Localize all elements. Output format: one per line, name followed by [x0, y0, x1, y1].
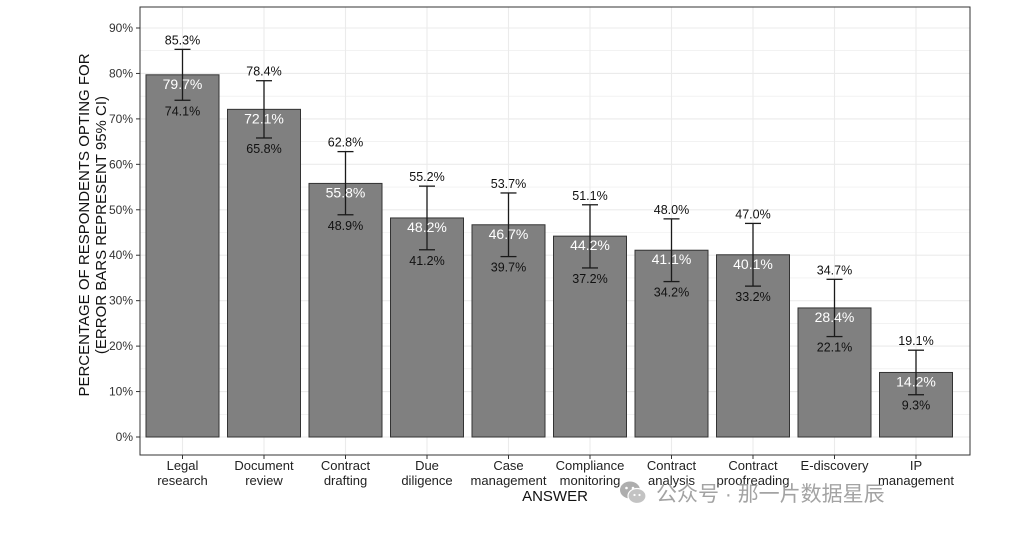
ci-high-label: 85.3% [165, 33, 200, 47]
y-tick-label: 40% [109, 248, 133, 262]
y-axis-title: PERCENTAGE OF RESPONDENTS OPTING FOR [76, 53, 93, 396]
ci-low-label: 74.1% [165, 104, 200, 118]
ci-high-label: 62.8% [328, 136, 363, 150]
ci-high-label: 51.1% [572, 189, 607, 203]
y-tick-label: 10% [109, 385, 133, 399]
value-label: 72.1% [244, 110, 284, 126]
ci-high-label: 53.7% [491, 177, 526, 191]
value-label: 14.2% [896, 373, 936, 389]
x-tick-label-line: drafting [324, 473, 367, 488]
ci-high-label: 19.1% [898, 334, 933, 348]
y-tick-label: 60% [109, 157, 133, 171]
ci-low-label: 48.9% [328, 219, 363, 233]
x-tick-label-line: IP [910, 458, 922, 473]
value-label: 46.7% [489, 226, 529, 242]
x-tick-label: Contract drafting [321, 458, 371, 488]
ci-low-label: 39.7% [491, 261, 526, 275]
x-tick-label-line: Contract [728, 458, 778, 473]
x-tick-label-line: review [245, 473, 283, 488]
x-tick-label: Case management [471, 458, 547, 488]
x-tick-label-line: E-discovery [801, 458, 869, 473]
watermark-text: 公众号 · 那一片数据星辰 [656, 483, 885, 506]
x-tick-label-line: Case [493, 458, 523, 473]
value-label: 79.7% [163, 76, 203, 92]
y-tick-label: 30% [109, 294, 133, 308]
ci-high-label: 55.2% [409, 170, 444, 184]
x-tick-label-line: Document [234, 458, 294, 473]
y-tick-label: 0% [116, 430, 134, 444]
ci-high-label: 48.0% [654, 203, 689, 217]
x-tick-label: Document review [234, 458, 294, 488]
ci-low-label: 22.1% [817, 341, 852, 355]
x-tick-label-line: monitoring [560, 473, 621, 488]
bars [145, 74, 953, 438]
ci-high-label: 34.7% [817, 263, 852, 277]
ci-low-label: 37.2% [572, 272, 607, 286]
bar [390, 217, 464, 438]
ci-high-label: 47.0% [735, 207, 770, 221]
ci-low-label: 33.2% [735, 290, 770, 304]
x-tick-label: IP management [878, 458, 954, 488]
ci-low-label: 41.2% [409, 254, 444, 268]
error-bars [174, 48, 924, 396]
x-tick-label: Legal research [157, 458, 208, 488]
wechat-icon [620, 481, 647, 505]
x-tick-label: Due diligence [401, 458, 452, 488]
value-label: 40.1% [733, 256, 773, 272]
data-labels: 79.7% 85.3% 74.1% 72.1% 78.4% 65.8% 55.8% 62.8%… [163, 33, 936, 412]
y-tick-label: 20% [109, 339, 133, 353]
value-label: 41.1% [652, 251, 692, 267]
x-tick-label-line: management [471, 473, 547, 488]
ci-low-label: 65.8% [246, 142, 281, 156]
x-tick-label-line: Legal [167, 458, 199, 473]
x-tick-label-line: Contract [321, 458, 371, 473]
ci-low-label: 34.2% [654, 286, 689, 300]
value-label: 48.2% [407, 219, 447, 235]
plot-panel-border [139, 6, 971, 456]
watermark: 公众号 · 那一片数据星辰 [618, 476, 885, 510]
value-label: 44.2% [570, 237, 610, 253]
y-axis-title-line-2: (ERROR BARS REPRESENT 95% CI) [93, 96, 110, 354]
x-tick-label: Contract analysis [647, 458, 697, 488]
y-axis: 0% 10% 20% 30% 40% 50% 60% 70% 80% 90% [109, 21, 140, 444]
value-label: 55.8% [326, 184, 366, 200]
x-tick-label: E-discovery [801, 458, 869, 473]
x-tick-label-line: research [157, 473, 208, 488]
y-tick-label: 50% [109, 203, 133, 217]
x-tick-label: Compliance monitoring [556, 458, 625, 488]
bar [471, 224, 546, 438]
x-tick-label-line: analysis [648, 473, 695, 488]
y-tick-label: 80% [109, 66, 133, 80]
x-tick-label-line: Compliance [556, 458, 625, 473]
y-tick-label: 70% [109, 112, 133, 126]
x-tick-label-line: Contract [647, 458, 697, 473]
value-label: 28.4% [815, 309, 855, 325]
x-tick-label-line: proofreading [717, 473, 790, 488]
bar [308, 182, 383, 438]
x-tick-label-line: management [878, 473, 954, 488]
x-tick-label: Contract proofreading [717, 458, 790, 488]
y-tick-label: 90% [109, 21, 133, 35]
bar [145, 74, 220, 438]
x-tick-label-line: Due [415, 458, 439, 473]
bar [227, 108, 301, 438]
x-tick-label-line: diligence [401, 473, 452, 488]
x-axis-title: ANSWER [522, 488, 588, 505]
ci-high-label: 78.4% [246, 65, 281, 79]
ci-low-label: 9.3% [902, 399, 931, 413]
bar [553, 235, 627, 438]
